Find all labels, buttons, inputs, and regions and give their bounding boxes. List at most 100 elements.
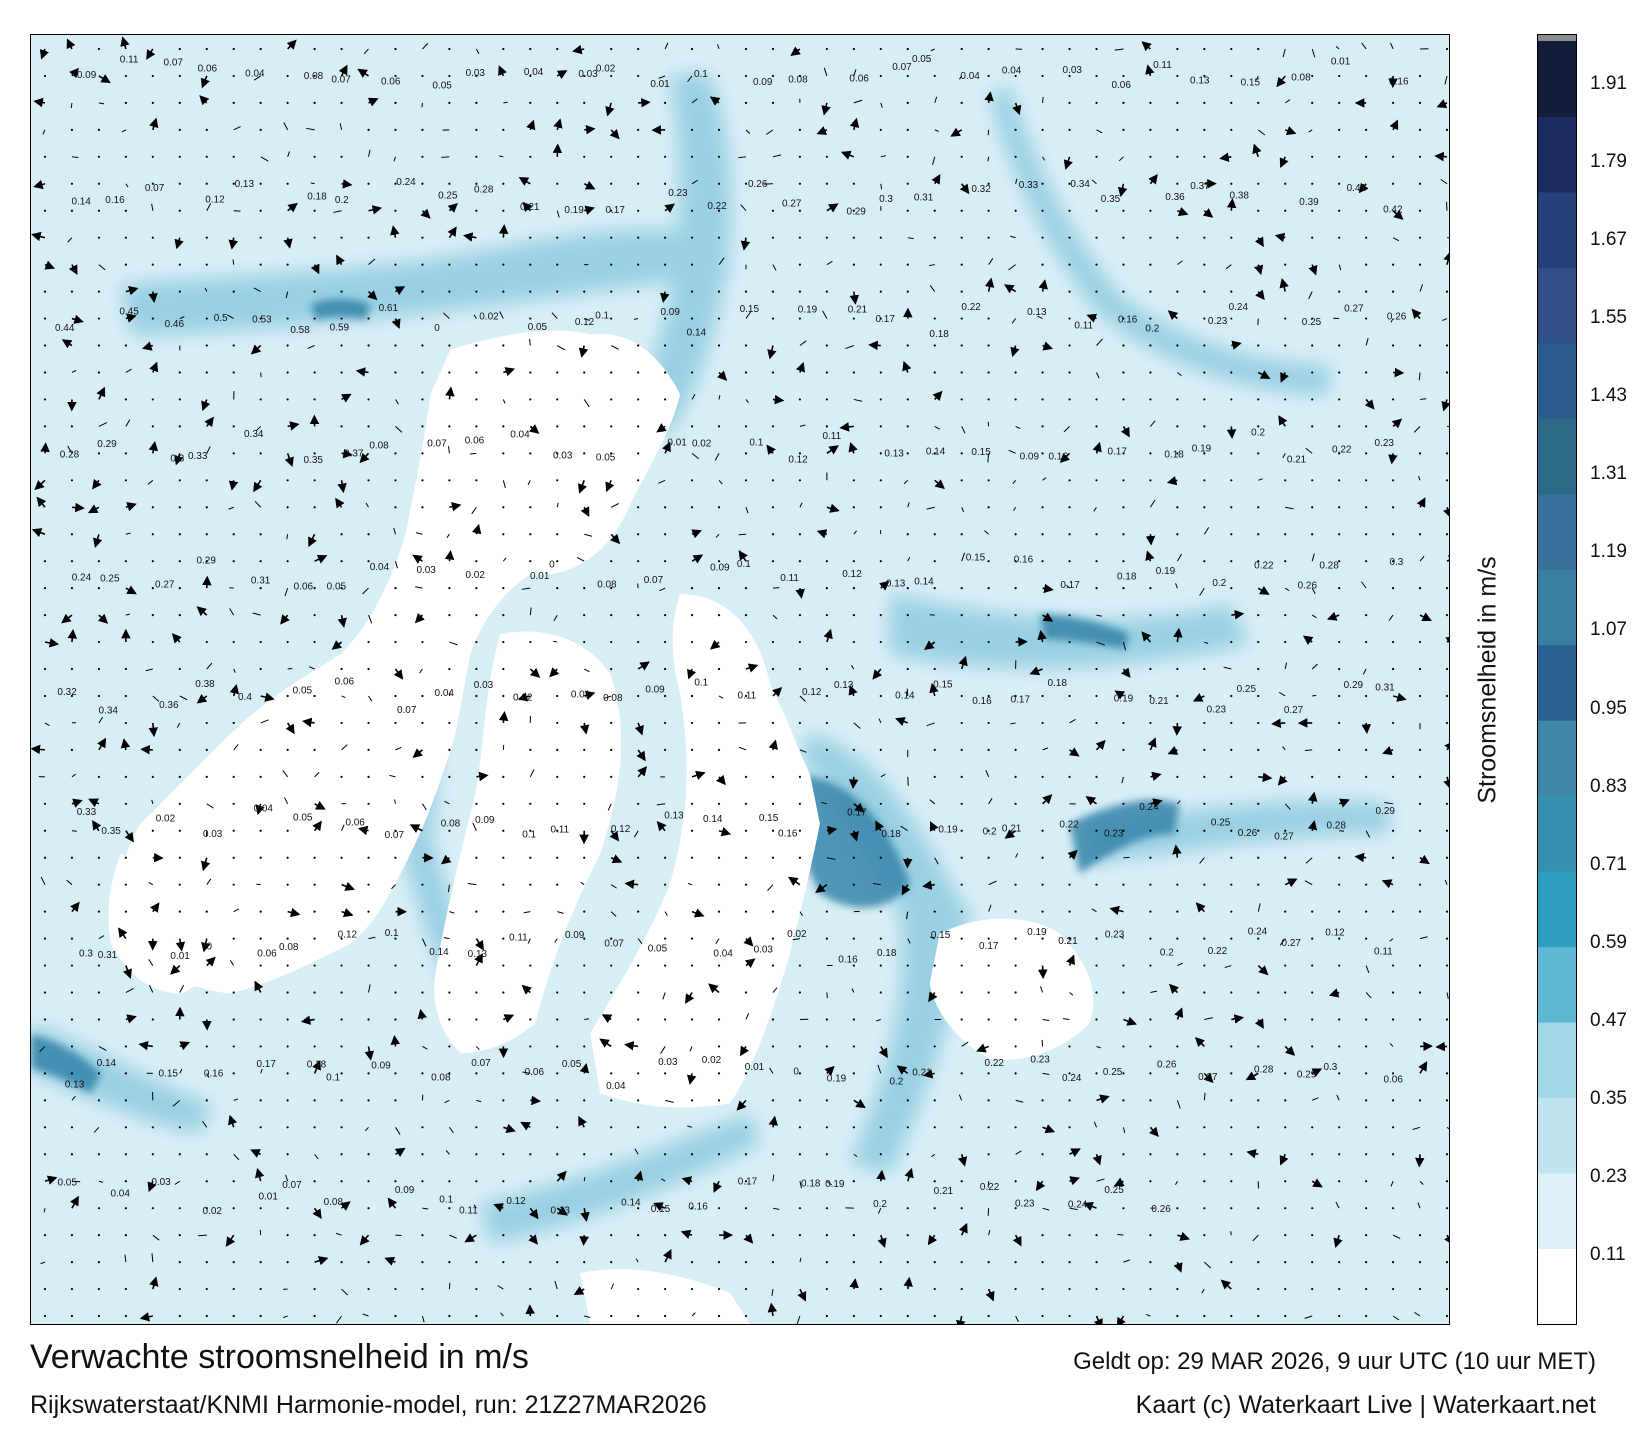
current-vector-arrow <box>1307 820 1318 831</box>
current-vector-dot <box>717 1018 721 1021</box>
current-vector-dot <box>1230 937 1233 940</box>
current-vector-arrow <box>308 533 317 548</box>
current-vector-dot <box>205 182 208 185</box>
speed-value-label: 0.21 <box>1149 696 1169 707</box>
current-vector-dot <box>1068 1045 1071 1048</box>
speed-value-label: 0.07 <box>385 830 405 841</box>
speed-value-label: 0.17 <box>979 941 999 952</box>
current-vector-dot <box>771 290 775 293</box>
current-vector-arrow <box>583 205 595 215</box>
current-vector-dot <box>1122 1207 1125 1210</box>
current-vector-arrow <box>1302 635 1314 645</box>
current-vector-dot <box>1176 1072 1179 1075</box>
current-vector-arrow <box>987 453 990 463</box>
current-vector-dot <box>70 290 74 293</box>
current-vector-arrow <box>1141 631 1152 643</box>
speed-value-label: 0.17 <box>876 314 896 325</box>
current-vector-arrow <box>816 529 828 539</box>
current-vector-dot <box>987 1153 990 1156</box>
current-vector-dot <box>313 398 316 401</box>
current-vector-dot <box>1338 640 1341 644</box>
speed-value-label: 0.23 <box>1207 705 1227 716</box>
current-vector-arrow <box>988 258 994 265</box>
current-vector-dot <box>1365 74 1368 78</box>
current-vector-arrow <box>202 1120 208 1128</box>
current-vector-dot <box>1391 344 1395 347</box>
current-vector-dot <box>151 155 154 158</box>
current-vector-dot <box>1122 317 1125 320</box>
current-vector-dot <box>960 910 963 913</box>
current-vector-dot <box>879 991 882 994</box>
speed-value-label: 0.13 <box>235 179 255 190</box>
current-vector-dot <box>1230 101 1233 104</box>
current-vector-arrow <box>872 882 881 886</box>
current-vector-dot <box>475 155 478 158</box>
current-vector-dot <box>556 1126 559 1129</box>
current-vector-dot <box>286 640 289 644</box>
current-vector-arrow <box>624 879 639 890</box>
current-vector-dot <box>825 425 828 428</box>
current-vector-dot <box>1445 1099 1449 1102</box>
current-vector-arrow <box>229 683 240 697</box>
current-vector-arrow <box>196 606 208 617</box>
current-vector-arrow <box>71 1180 81 1183</box>
current-vector-dot <box>97 452 101 455</box>
current-vector-dot <box>690 371 694 374</box>
current-vector-dot <box>1418 128 1422 131</box>
speed-value-label: 0.26 <box>1157 1059 1177 1070</box>
current-vector-dot <box>610 614 613 617</box>
current-vector-dot <box>1257 614 1260 617</box>
current-vector-dot <box>637 991 640 994</box>
speed-value-label: 0.11 <box>1374 946 1393 957</box>
current-vector-dot <box>1418 533 1422 536</box>
current-vector-arrow <box>771 686 783 698</box>
current-vector-dot <box>1418 775 1422 778</box>
current-vector-arrow <box>503 367 516 377</box>
current-vector-dot <box>556 587 559 590</box>
current-vector-arrow <box>503 1014 515 1023</box>
current-vector-arrow <box>572 44 585 55</box>
current-vector-dot <box>124 910 127 913</box>
current-vector-dot <box>1122 74 1125 78</box>
current-vector-dot <box>178 829 181 832</box>
current-vector-dot <box>178 910 181 913</box>
current-vector-dot <box>97 1153 101 1156</box>
current-vector-arrow <box>877 1234 887 1249</box>
current-vector-dot <box>151 236 154 239</box>
current-vector-arrow <box>409 824 423 833</box>
current-vector-dot <box>313 155 316 158</box>
current-vector-dot <box>1418 344 1422 347</box>
speed-value-label: 0.18 <box>1164 449 1184 460</box>
current-vector-arrow <box>1311 553 1315 562</box>
current-vector-dot <box>717 290 721 293</box>
current-vector-dot <box>987 209 990 212</box>
current-vector-dot <box>1122 1072 1125 1075</box>
colorbar-tick-label: 0.59 <box>1590 931 1627 953</box>
current-vector-arrow <box>233 908 240 913</box>
current-vector-dot <box>556 1099 559 1102</box>
current-vector-dot <box>798 775 802 778</box>
current-vector-dot <box>1445 856 1449 859</box>
current-vector-arrow <box>656 423 667 433</box>
current-vector-arrow <box>934 479 945 490</box>
current-vector-dot <box>556 47 559 51</box>
current-vector-dot <box>906 128 909 131</box>
speed-value-label: 0.27 <box>1274 831 1294 842</box>
current-vector-dot <box>502 856 505 859</box>
current-vector-dot <box>394 721 397 725</box>
speed-value-label: 0.03 <box>151 1177 171 1188</box>
current-vector-dot <box>690 128 694 131</box>
current-vector-arrow <box>529 769 535 778</box>
current-vector-arrow <box>493 1203 504 1213</box>
map-credit: Kaart (c) Waterkaart Live | Waterkaart.n… <box>1135 1391 1596 1419</box>
valid-time: Geldt op: 29 MAR 2026, 9 uur UTC (10 uur… <box>1073 1348 1596 1375</box>
current-vector-dot <box>1230 802 1233 805</box>
speed-value-label: 0.05 <box>596 453 616 464</box>
current-vector-dot <box>340 1153 343 1156</box>
current-vector-arrow <box>367 290 378 301</box>
current-vector-arrow <box>443 937 450 940</box>
current-vector-arrow <box>880 183 883 190</box>
speed-value-label: 0.03 <box>474 680 494 691</box>
current-vector-dot <box>1257 209 1260 212</box>
current-vector-arrow <box>767 1302 778 1317</box>
